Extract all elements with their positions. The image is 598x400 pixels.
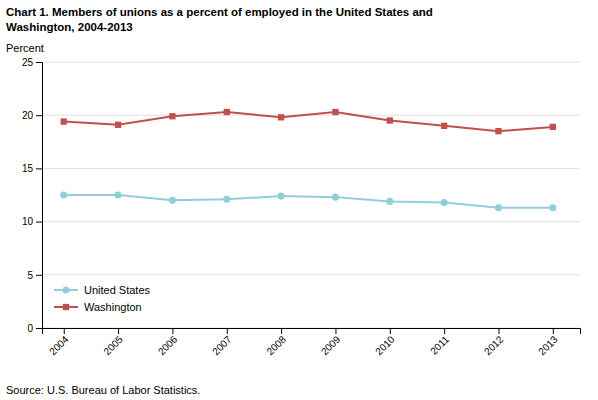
legend-label: Washington [84,301,142,313]
tick-mark [118,328,119,334]
tick-mark [36,168,42,169]
grid-line [42,62,580,63]
legend-item: Washington [54,301,142,313]
marker [495,204,502,211]
marker [169,113,175,119]
axis-line [36,63,43,329]
tick: 2008 [264,328,288,357]
chart: Chart 1. Members of unions as a percent … [0,0,598,400]
tick-mark [553,328,554,334]
tick-label: 2013 [536,333,560,357]
annotation: Source: U.S. Bureau of Labor Statistics. [6,384,200,396]
tick: 0 [27,323,42,334]
tick: 2013 [536,328,560,357]
axis-line [43,329,581,335]
legend-item: United States [54,284,151,296]
tick: 5 [27,270,42,281]
tick-label: 2006 [156,333,180,357]
marker [278,192,285,199]
tick-label: 2008 [264,333,288,357]
tick-mark [335,328,336,334]
tick-mark [444,328,445,334]
marker [495,128,501,134]
tick: 2004 [47,328,71,357]
tick-mark [64,328,65,334]
tick: 20 [22,110,42,121]
legend-marker [62,286,69,293]
tick-mark [36,328,42,329]
tick-label: 25 [22,57,34,68]
tick: 2009 [319,328,343,357]
title: Washington, 2004-2013 [6,21,133,33]
marker [386,198,393,205]
line [64,112,553,131]
marker [61,118,67,124]
tick: 15 [22,163,42,174]
tick: 25 [22,57,42,68]
tick-label: 2011 [428,333,451,356]
title: Chart 1. Members of unions as a percent … [6,6,433,18]
marker [332,109,338,115]
tick-mark [36,222,42,223]
plot: 2004200520062007200820092010201120122013… [22,57,581,357]
legend-marker [63,304,69,310]
tick-mark [390,328,391,334]
line [64,195,553,208]
tick-label: 20 [22,110,34,121]
tick-label: 2009 [319,333,343,357]
tick-label: 2007 [210,333,234,357]
marker [60,191,67,198]
grid-line [42,221,580,222]
tick-mark [227,328,228,334]
tick-mark [281,328,282,334]
marker [169,197,176,204]
y-axis-title: Percent [6,42,44,54]
marker [115,191,122,198]
tick: 2005 [101,328,125,357]
marker [332,194,339,201]
tick-label: 2010 [373,333,397,357]
tick-label: 2005 [101,333,125,357]
tick-label: 15 [22,163,34,174]
marker [549,204,556,211]
tick-label: 5 [27,270,33,281]
legend-label: United States [84,284,151,296]
tick-label: 2012 [482,333,506,357]
tick-label: 2004 [47,333,71,357]
grid [42,62,580,328]
marker [387,117,393,123]
tick-label: 10 [22,216,34,227]
tick: 2007 [210,328,234,357]
grid-line [42,168,580,169]
y-axis: 0 5 10 15 20 25 [22,57,43,334]
tick-mark [36,275,42,276]
tick: 2010 [373,328,397,357]
marker [223,196,230,203]
marks [60,109,556,211]
grid-line [42,274,580,275]
tick-label: 0 [27,323,33,334]
legend: United States Washington [54,284,151,313]
marker [441,123,447,129]
marker [115,122,121,128]
marker [441,199,448,206]
marker [224,109,230,115]
tick: 2011 [428,328,451,357]
marker [278,114,284,120]
x-axis: 2004 2005 2006 2007 2008 2009 2010 2011 2012 2013 [43,328,581,357]
tick-mark [36,62,42,63]
tick-mark [36,115,42,116]
tick: 10 [22,216,42,227]
tick-mark [498,328,499,334]
tick: 2006 [156,328,180,357]
tick-mark [172,328,173,334]
marker [550,124,556,130]
tick: 2012 [482,328,506,357]
